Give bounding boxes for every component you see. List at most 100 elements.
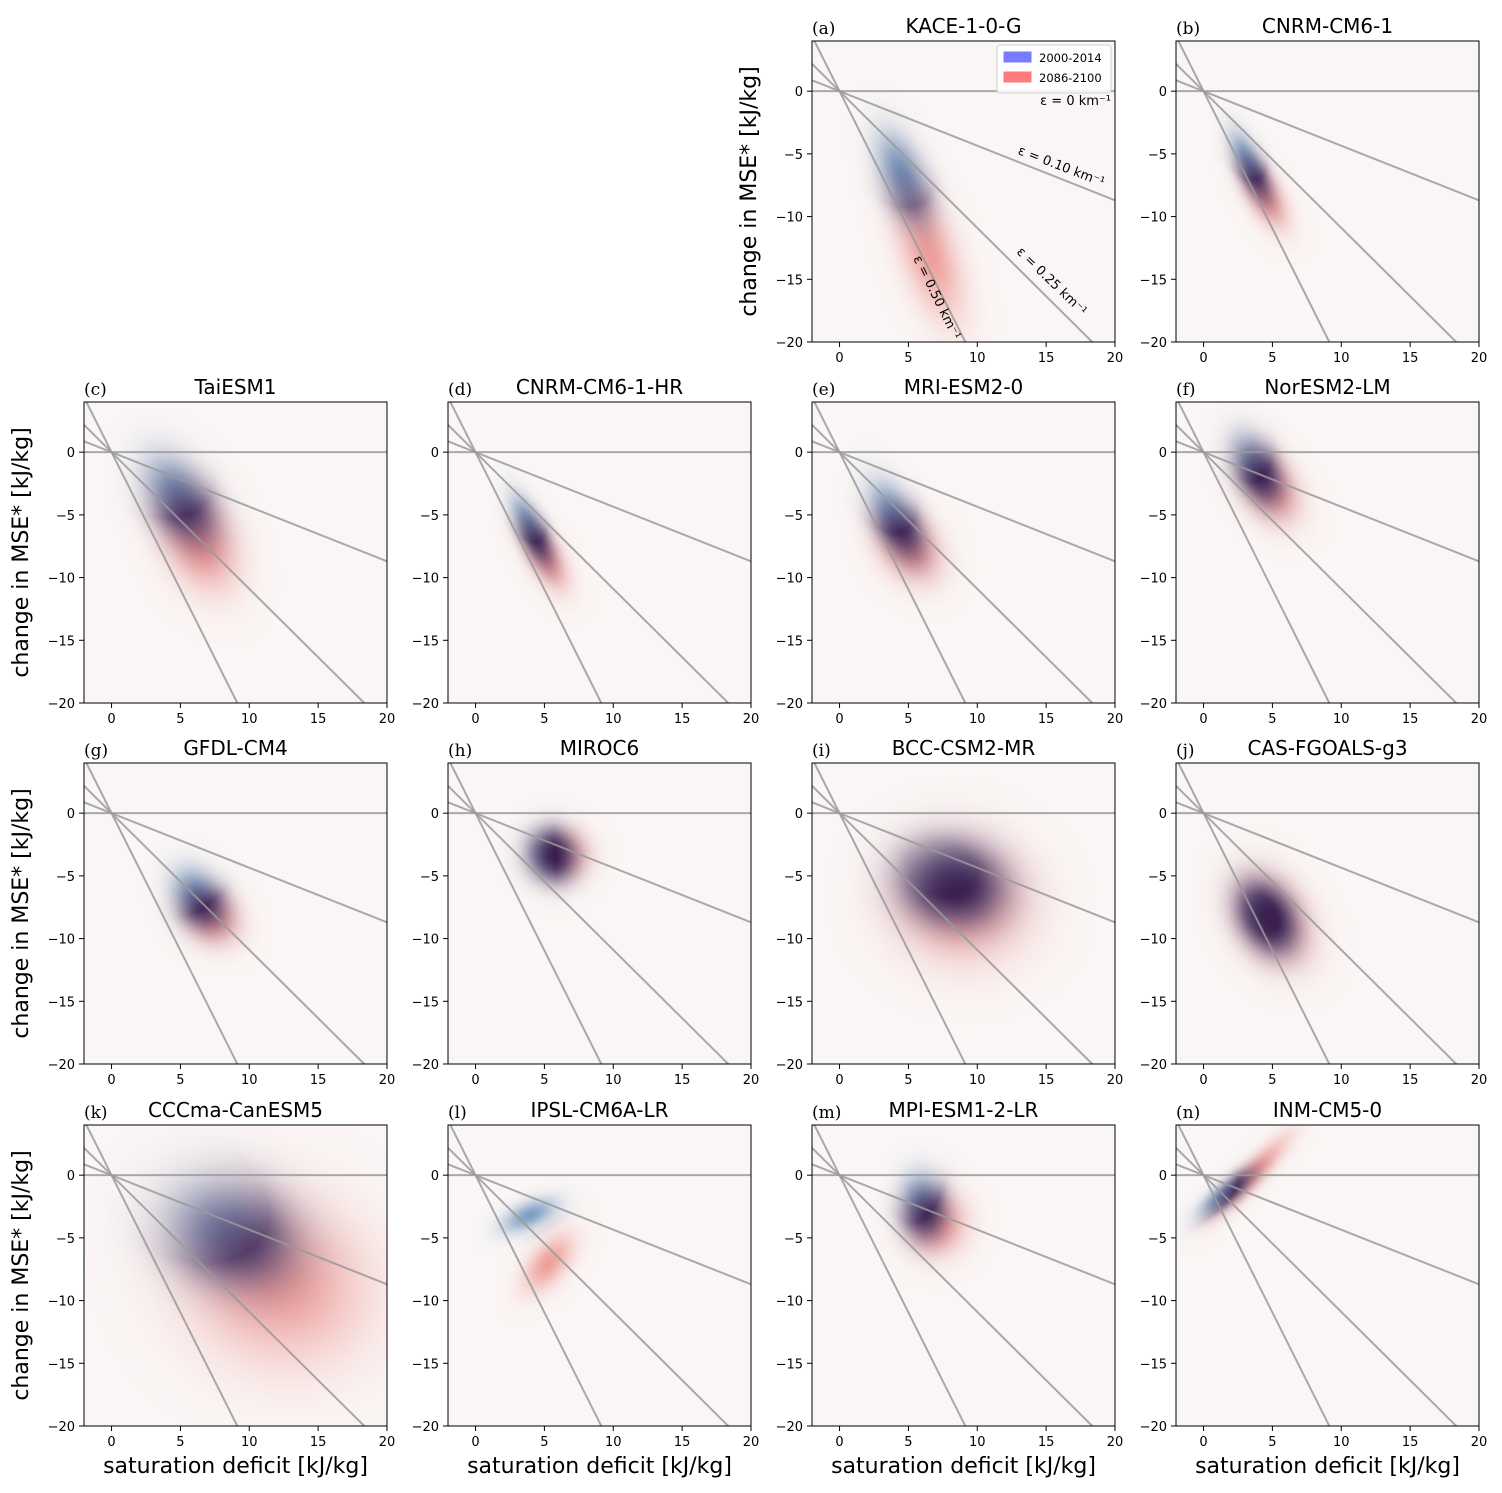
panel-title: MIROC6 <box>560 736 639 760</box>
axes-frame <box>447 401 752 704</box>
y-tick-label: 0 <box>1159 807 1167 822</box>
panel-ipsl-cm6a-lr: 0 5 10 15 20 0 −5 −10 −15 −20 (l) IPSL-CM6A-LR satur… <box>412 1098 760 1479</box>
x-axis-label: saturation deficit [kJ/kg] <box>831 1454 1096 1479</box>
y-tick-label: −10 <box>1140 211 1167 226</box>
y-axis-label: change in MSE* [kJ/kg] <box>9 788 34 1038</box>
panel-title: CAS-FGOALS-g3 <box>1247 736 1407 760</box>
y-tick-label: 0 <box>795 1169 803 1184</box>
x-tick-label: 0 <box>1199 1073 1207 1088</box>
density-heatmap <box>812 402 1115 703</box>
panel-title: KACE-1-0-G <box>905 14 1021 38</box>
x-tick-label: 15 <box>1402 1435 1419 1450</box>
epsilon-line-0.1 <box>84 1163 387 1286</box>
epsilon-line-0.1 <box>812 440 1115 563</box>
y-tick-label: −5 <box>1148 509 1167 524</box>
x-tick-label: 10 <box>241 712 258 727</box>
axes-frame <box>811 1124 1116 1427</box>
y-tick-label: −10 <box>1140 933 1167 948</box>
axes-frame <box>83 1124 388 1427</box>
y-tick-label: −20 <box>776 1420 803 1435</box>
axes-frame <box>811 762 1116 1065</box>
panel-title: CNRM-CM6-1-HR <box>516 375 683 399</box>
x-tick-label: 15 <box>1402 712 1419 727</box>
y-tick-label: −15 <box>776 995 803 1010</box>
x-axis-label: saturation deficit [kJ/kg] <box>103 1454 368 1479</box>
y-tick-label: −20 <box>776 336 803 351</box>
epsilon-line-0.5 <box>813 1125 967 1426</box>
y-tick-label: −15 <box>48 1357 75 1372</box>
panel-letter: (i) <box>812 741 831 761</box>
y-axis-label: change in MSE* [kJ/kg] <box>9 1150 34 1400</box>
panel-kace-1-0-g: 0 5 10 15 20 0 −5 −10 −15 −20 (a) KACE-1-0-G change … <box>737 14 1123 366</box>
y-tick-label: 0 <box>67 446 75 461</box>
x-tick-label: 0 <box>471 1435 479 1450</box>
x-tick-label: 0 <box>835 712 843 727</box>
x-tick-label: 20 <box>1107 712 1124 727</box>
x-tick-label: 0 <box>1199 351 1207 366</box>
density-heatmap <box>84 763 387 1064</box>
x-tick-label: 15 <box>1038 351 1055 366</box>
x-tick-label: 5 <box>176 1435 184 1450</box>
y-tick-label: −15 <box>1140 273 1167 288</box>
y-tick-label: −5 <box>420 509 439 524</box>
epsilon-line-0.5 <box>85 763 239 1064</box>
axes-frame <box>1175 1124 1480 1427</box>
panel-letter: (e) <box>812 380 835 400</box>
x-tick-label: 0 <box>1199 1435 1207 1450</box>
y-tick-label: −10 <box>776 933 803 948</box>
epsilon-annotation: ε = 0 km⁻¹ <box>1040 94 1111 109</box>
x-tick-label: 20 <box>743 1073 760 1088</box>
panel-letter: (n) <box>1176 1103 1200 1123</box>
x-tick-label: 10 <box>605 1073 622 1088</box>
y-tick-label: 0 <box>1159 1169 1167 1184</box>
epsilon-line-0.25 <box>448 785 730 1064</box>
y-tick-label: −10 <box>48 572 75 587</box>
panel-gfdl-cm4: 0 5 10 15 20 0 −5 −10 −15 −20 (g) GFDL-CM4 change in… <box>9 736 396 1088</box>
y-tick-label: −15 <box>1140 1357 1167 1372</box>
panel-letter: (k) <box>84 1103 108 1123</box>
x-tick-label: 15 <box>310 1073 327 1088</box>
x-tick-label: 5 <box>176 1073 184 1088</box>
y-tick-label: −15 <box>412 634 439 649</box>
epsilon-line-0.25 <box>812 785 1094 1064</box>
y-tick-label: −15 <box>412 995 439 1010</box>
x-tick-label: 0 <box>107 712 115 727</box>
y-tick-label: −5 <box>56 870 75 885</box>
y-tick-label: −5 <box>784 509 803 524</box>
epsilon-line-0.5 <box>449 1125 603 1426</box>
y-tick-label: −20 <box>1140 1058 1167 1073</box>
epsilon-line-0.5 <box>1177 402 1331 703</box>
y-tick-label: −15 <box>1140 995 1167 1010</box>
epsilon-line-0.25 <box>448 424 730 703</box>
y-tick-label: 0 <box>795 85 803 100</box>
panel-letter: (m) <box>812 1103 841 1123</box>
epsilon-line-0.5 <box>1177 1125 1331 1426</box>
panel-letter: (l) <box>448 1103 467 1123</box>
y-tick-label: −5 <box>420 870 439 885</box>
epsilon-line-0.25 <box>812 63 1094 342</box>
panel-cas-fgoals-g3: 0 5 10 15 20 0 −5 −10 −15 −20 (j) CAS-FGOALS-g3 <box>1140 736 1488 1088</box>
x-tick-label: 5 <box>1268 712 1276 727</box>
x-tick-label: 15 <box>674 1435 691 1450</box>
y-tick-label: −5 <box>1148 148 1167 163</box>
x-tick-label: 0 <box>835 1435 843 1450</box>
panel-inm-cm5-0: 0 5 10 15 20 0 −5 −10 −15 −20 (n) INM-CM5-0 saturati… <box>1140 1098 1488 1479</box>
x-tick-label: 20 <box>1107 1073 1124 1088</box>
x-tick-label: 5 <box>540 1073 548 1088</box>
axes-frame <box>447 1124 752 1427</box>
axes-frame <box>1175 40 1480 343</box>
x-tick-label: 20 <box>379 1073 396 1088</box>
x-tick-label: 15 <box>674 1073 691 1088</box>
x-tick-label: 5 <box>540 712 548 727</box>
epsilon-line-0.25 <box>84 1147 366 1426</box>
y-tick-label: 0 <box>431 446 439 461</box>
y-tick-label: −20 <box>412 697 439 712</box>
legend-label: 2086-2100 <box>1039 71 1102 85</box>
y-tick-label: −5 <box>420 1232 439 1247</box>
epsilon-line-0.1 <box>84 801 387 924</box>
x-tick-label: 10 <box>1333 712 1350 727</box>
x-tick-label: 10 <box>969 1073 986 1088</box>
panel-bcc-csm2-mr: 0 5 10 15 20 0 −5 −10 −15 −20 (i) BCC-CSM2-MR <box>776 736 1124 1088</box>
x-tick-label: 20 <box>1471 712 1488 727</box>
density-heatmap <box>1176 1125 1479 1426</box>
